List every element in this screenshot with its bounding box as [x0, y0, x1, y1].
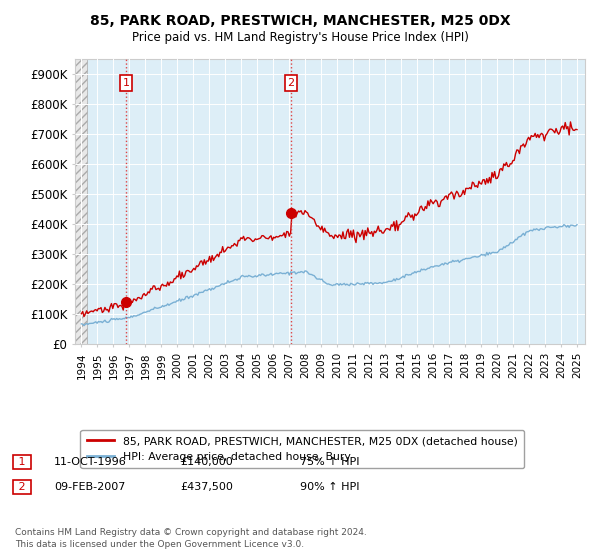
Text: 2: 2: [15, 482, 29, 492]
Text: 85, PARK ROAD, PRESTWICH, MANCHESTER, M25 0DX: 85, PARK ROAD, PRESTWICH, MANCHESTER, M2…: [89, 14, 511, 28]
Text: 1: 1: [122, 78, 130, 88]
Text: 2: 2: [287, 78, 295, 88]
Bar: [75, 59, 87, 344]
Text: 1: 1: [15, 457, 29, 467]
Text: 90% ↑ HPI: 90% ↑ HPI: [300, 482, 359, 492]
Text: 09-FEB-2007: 09-FEB-2007: [54, 482, 125, 492]
Legend: 85, PARK ROAD, PRESTWICH, MANCHESTER, M25 0DX (detached house), HPI: Average pri: 85, PARK ROAD, PRESTWICH, MANCHESTER, M2…: [80, 430, 524, 468]
Text: 75% ↑ HPI: 75% ↑ HPI: [300, 457, 359, 467]
Text: £437,500: £437,500: [180, 482, 233, 492]
Text: £140,000: £140,000: [180, 457, 233, 467]
Text: 11-OCT-1996: 11-OCT-1996: [54, 457, 127, 467]
Text: Contains HM Land Registry data © Crown copyright and database right 2024.
This d: Contains HM Land Registry data © Crown c…: [15, 528, 367, 549]
Text: Price paid vs. HM Land Registry's House Price Index (HPI): Price paid vs. HM Land Registry's House …: [131, 31, 469, 44]
